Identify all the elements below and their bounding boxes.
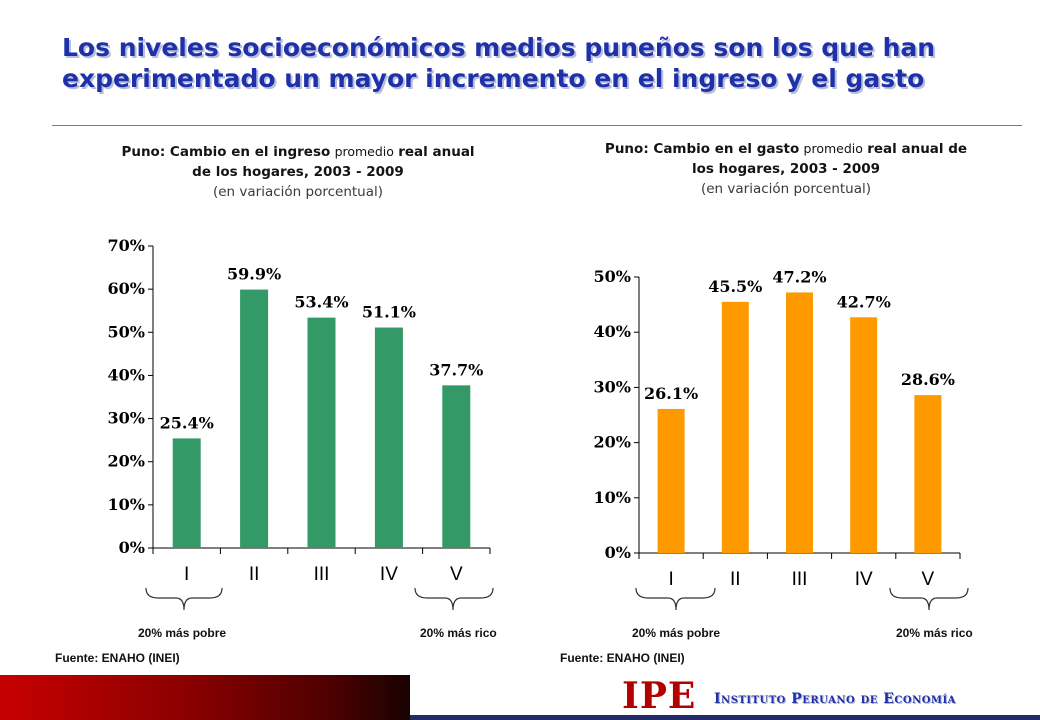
expense-category-label: V (922, 569, 935, 590)
expense-poorest-group-label: 20% más pobre (632, 626, 721, 640)
expense-value-label: 47.2% (772, 267, 826, 286)
income-richest-group-label: 20% más rico (420, 626, 497, 640)
expense-bar (786, 292, 813, 553)
expense-group-brace (889, 587, 969, 611)
income-chart-title-part-b: promedio (334, 144, 394, 159)
income-chart-title-part-d: de los hogares, 2003 - 2009 (192, 164, 404, 180)
slide-title-line2: experimentado un mayor incremento en el … (62, 64, 925, 93)
expense-bar (721, 301, 749, 553)
expense-y-tick-label: 20% (594, 433, 631, 452)
income-source-note: Fuente: ENAHO (INEI) (55, 651, 180, 665)
expense-richest-group-label: 20% más rico (896, 626, 973, 640)
income-category-label: V (450, 564, 463, 585)
expense-y-tick-label: 0% (605, 543, 631, 562)
expense-y-tick-label: 40% (594, 322, 631, 341)
income-group-brace (414, 587, 494, 611)
expense-group-brace (635, 587, 716, 611)
income-bar (307, 317, 336, 548)
income-category-label: II (249, 564, 260, 585)
slide-title: Los niveles socioeconómicos medios puneñ… (62, 32, 1022, 94)
institute-name: Instituto Peruano de Economía (714, 691, 956, 707)
expense-chart-title-part-c: real anual de (867, 141, 968, 157)
expense-category-label: II (730, 569, 741, 590)
income-y-tick-label: 60% (108, 279, 145, 298)
income-group-brace (145, 587, 223, 611)
income-y-tick-label: 20% (108, 452, 145, 471)
income-chart-title-part-c: real anual (398, 144, 475, 160)
income-y-tick-label: 10% (108, 495, 145, 514)
income-value-label: 51.1% (362, 303, 416, 322)
expense-chart-title-part-a: Puno: Cambio en el gasto (604, 141, 800, 157)
income-chart-title-part-a: Puno: Cambio en el ingreso (121, 144, 331, 160)
expense-category-label: I (668, 569, 673, 590)
income-chart-subtitle: (en variación porcentual) (212, 184, 384, 200)
income-y-tick-label: 0% (119, 538, 145, 557)
income-y-tick-label: 40% (108, 365, 145, 384)
title-divider (52, 125, 1022, 126)
income-value-label: 53.4% (294, 293, 348, 312)
expense-source-note: Fuente: ENAHO (INEI) (560, 651, 685, 665)
expense-y-tick-label: 50% (594, 267, 631, 286)
income-value-label: 59.9% (227, 265, 281, 284)
expense-value-label: 28.6% (901, 370, 955, 389)
footer-blue-strip (410, 715, 1040, 720)
income-bar (172, 438, 201, 548)
expense-value-label: 42.7% (837, 292, 891, 311)
income-category-label: III (314, 564, 330, 585)
expense-value-label: 26.1% (644, 384, 698, 403)
expense-bar (914, 395, 942, 553)
income-bar (374, 327, 403, 548)
expense-chart-subtitle: (en variación porcentual) (700, 181, 872, 197)
expense-category-label: III (792, 569, 808, 590)
expense-chart-title-part-d: los hogares, 2003 - 2009 (691, 161, 881, 177)
income-value-label: 25.4% (160, 413, 214, 432)
ipe-logo: IPE (622, 675, 697, 717)
income-poorest-group-label: 20% más pobre (138, 626, 227, 640)
income-chart-title: Puno: Cambio en el ingreso promedio real… (82, 142, 514, 202)
income-bar (240, 289, 269, 548)
expense-value-label: 45.5% (708, 277, 762, 296)
income-y-tick-label: 50% (108, 322, 145, 341)
expense-bar (850, 317, 878, 553)
expense-category-label: IV (855, 569, 873, 590)
income-y-tick-label: 30% (108, 409, 145, 428)
expense-y-tick-label: 30% (594, 377, 631, 396)
income-bar (442, 385, 471, 548)
expense-chart-title-part-b: promedio (803, 141, 863, 156)
page-number: 22 (509, 687, 531, 705)
income-category-label: I (184, 564, 189, 585)
expense-y-tick-label: 10% (594, 488, 631, 507)
income-category-label: IV (380, 564, 398, 585)
slide-title-line1: Los niveles socioeconómicos medios puneñ… (62, 33, 936, 62)
institute-name-text: Instituto Peruano de Economía (714, 691, 956, 707)
footer-logo-area (410, 675, 1040, 715)
expense-chart-title: Puno: Cambio en el gasto promedio real a… (566, 139, 1006, 199)
income-value-label: 37.7% (429, 360, 483, 379)
income-y-tick-label: 70% (108, 236, 145, 255)
expense-bar (657, 408, 685, 553)
